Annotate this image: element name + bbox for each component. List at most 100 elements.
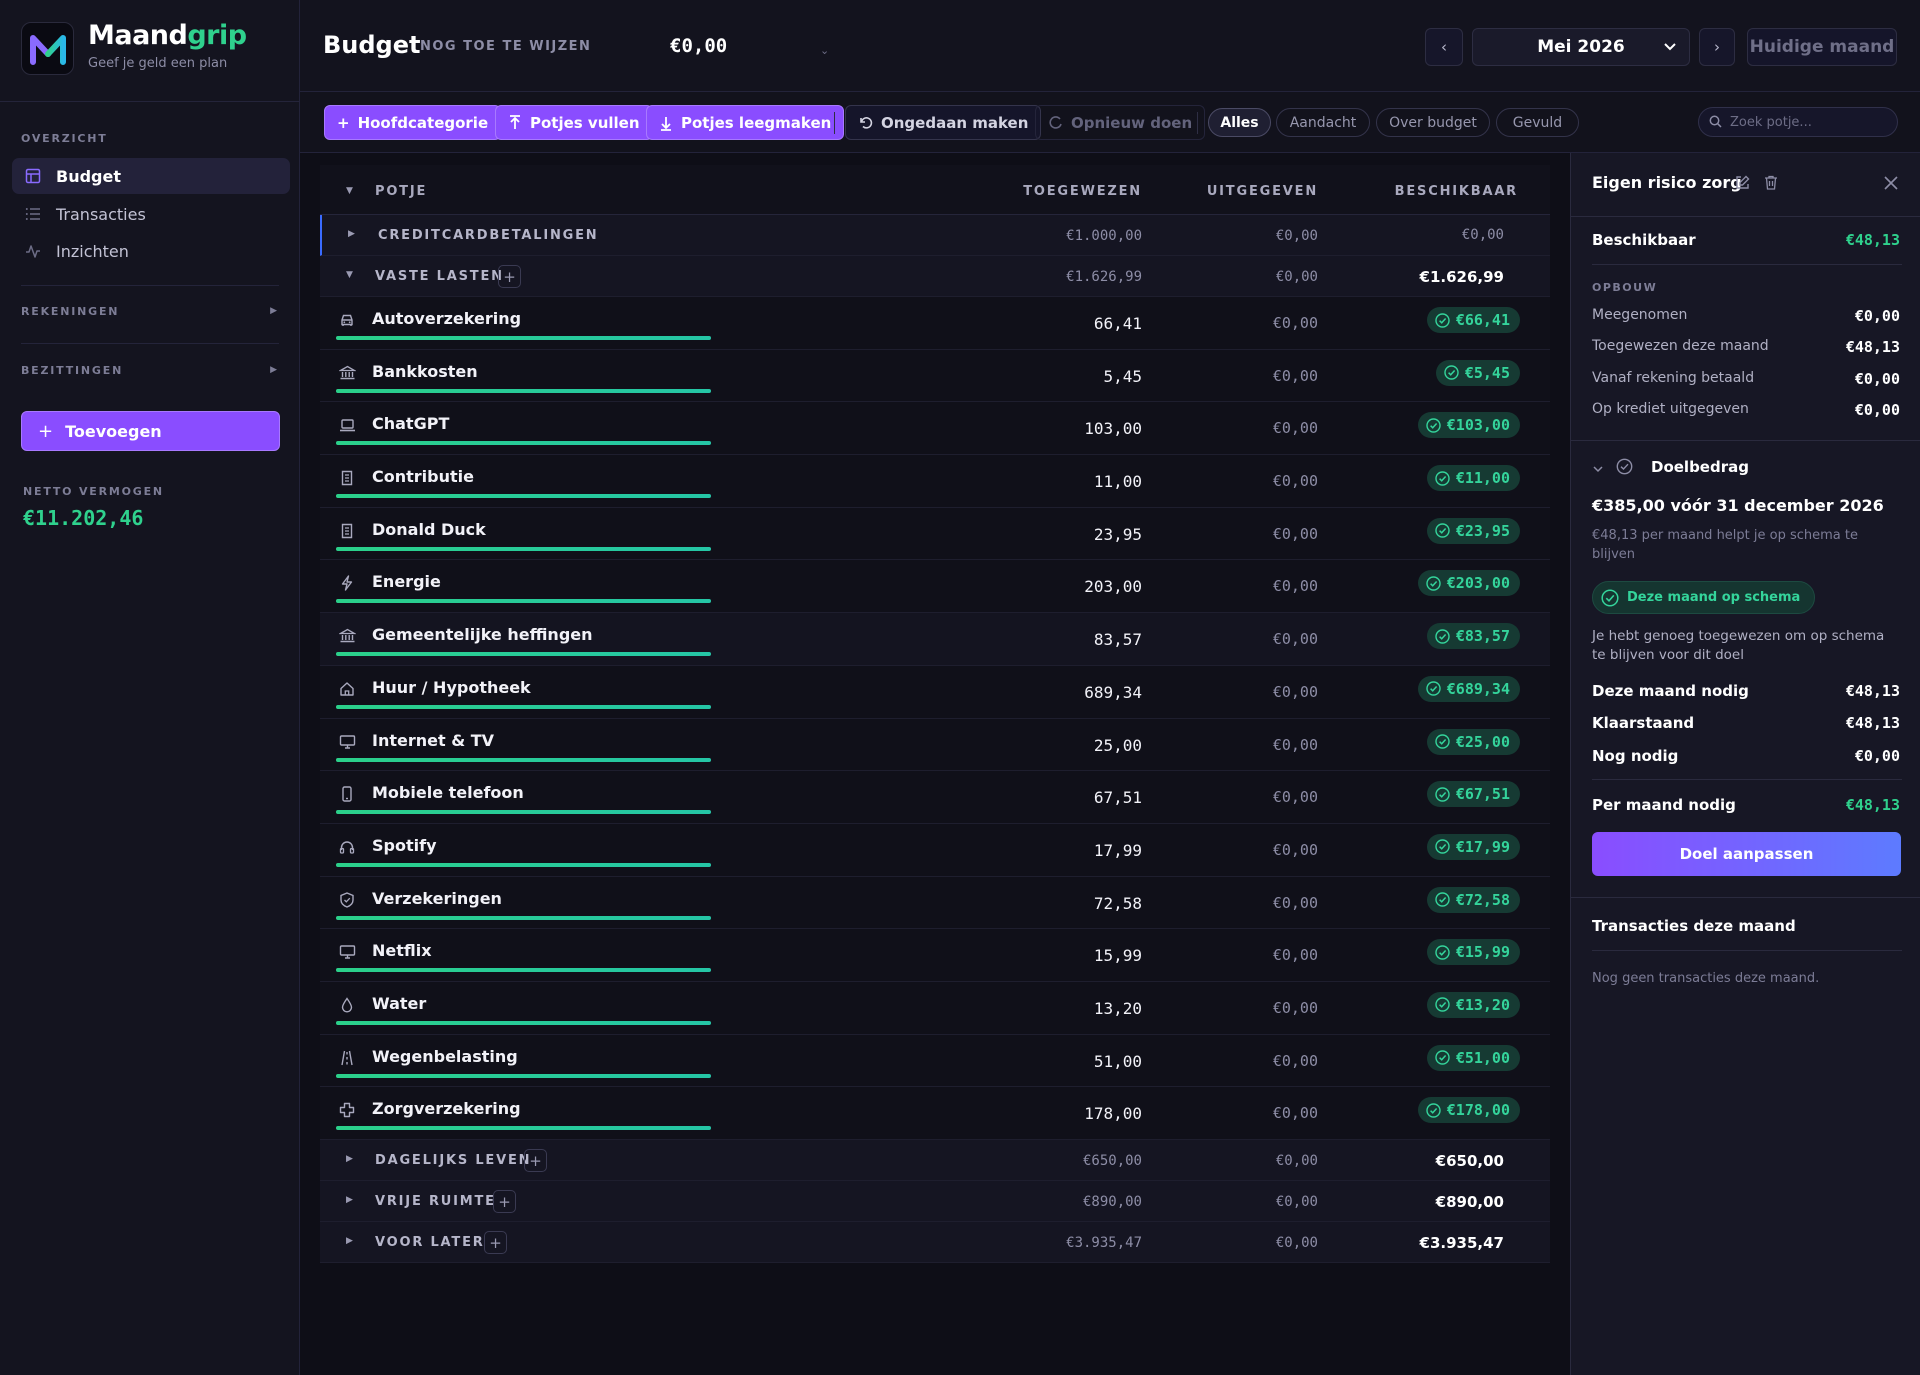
pot-row[interactable]: Huur / Hypotheek 689,34 €0,00 €689,34 — [320, 665, 1550, 719]
expand-icon[interactable]: ▶ — [346, 1195, 353, 1205]
bezittingen-section-label[interactable]: BEZITTINGEN — [21, 364, 124, 377]
pot-available-badge[interactable]: €23,95 — [1426, 517, 1520, 544]
pot-toegewezen[interactable]: 17,99 — [1093, 840, 1142, 860]
trash-icon[interactable] — [1764, 175, 1778, 194]
group-row-voor-later[interactable]: ▶ VOOR LATER + €3.935,47 €0,00 €3.935,47 — [320, 1222, 1550, 1263]
add-pot-button[interactable]: + — [524, 1149, 547, 1172]
pot-row[interactable]: ChatGPT 103,00 €0,00 €103,00 — [320, 402, 1550, 456]
group-row-dagelijks-leven[interactable]: ▶ DAGELIJKS LEVEN + €650,00 €0,00 €650,0… — [320, 1140, 1550, 1181]
pot-name[interactable]: Wegenbelasting — [372, 1046, 518, 1066]
search-box[interactable] — [1698, 107, 1898, 137]
pot-name[interactable]: Autoverzekering — [372, 309, 522, 328]
add-pot-button[interactable]: + — [493, 1190, 516, 1213]
pot-toegewezen[interactable]: 66,41 — [1093, 314, 1142, 333]
undo-button[interactable]: Ongedaan maken — [845, 105, 1042, 140]
pot-name[interactable]: Gemeentelijke heffingen — [372, 625, 593, 645]
nav-item-transacties[interactable]: Transacties — [12, 196, 290, 232]
pot-name[interactable]: ChatGPT — [372, 414, 450, 434]
chevron-down-icon[interactable]: ⌄ — [820, 44, 830, 57]
pot-available-badge[interactable]: €203,00 — [1417, 570, 1520, 597]
pot-available-badge[interactable]: €178,00 — [1417, 1097, 1520, 1124]
pot-toegewezen[interactable]: 178,00 — [1084, 1104, 1142, 1124]
nav-item-inzichten[interactable]: Inzichten — [12, 233, 290, 269]
pot-name[interactable]: Netflix — [372, 941, 432, 961]
group-row-vaste-lasten[interactable]: ▼ VASTE LASTEN + €1.626,99 €0,00 €1.626,… — [320, 256, 1550, 297]
edit-goal-button[interactable]: Doel aanpassen — [1592, 832, 1901, 876]
expand-arrow-icon[interactable]: ▶ — [270, 306, 277, 316]
group-row-vrije-ruimte[interactable]: ▶ VRIJE RUIMTE + €890,00 €0,00 €890,00 — [320, 1181, 1550, 1222]
pot-toegewezen[interactable]: 51,00 — [1093, 1051, 1142, 1071]
pot-available-badge[interactable]: €51,00 — [1426, 1044, 1520, 1071]
filter-over-budget[interactable]: Over budget — [1376, 108, 1490, 137]
pot-row[interactable]: Energie 203,00 €0,00 €203,00 — [320, 560, 1550, 614]
pot-name[interactable]: Spotify — [372, 835, 437, 855]
pot-toegewezen[interactable]: 67,51 — [1093, 788, 1142, 808]
pot-row[interactable]: Donald Duck 23,95 €0,00 €23,95 — [320, 507, 1550, 561]
group-toegewezen[interactable]: €650,00 — [1082, 1153, 1142, 1169]
filter-gevuld[interactable]: Gevuld — [1496, 108, 1579, 137]
pot-name[interactable]: Water — [372, 993, 427, 1013]
edit-icon[interactable] — [1735, 175, 1750, 194]
pot-available-badge[interactable]: €17,99 — [1426, 833, 1520, 860]
pot-available-badge[interactable]: €83,57 — [1426, 623, 1520, 650]
pot-toegewezen[interactable]: 11,00 — [1093, 472, 1142, 492]
col-toegewezen[interactable]: TOEGEWEZEN — [1023, 184, 1142, 199]
pot-row[interactable]: Wegenbelasting 51,00 €0,00 €51,00 — [320, 1034, 1550, 1088]
pot-available-badge[interactable]: €5,45 — [1435, 359, 1520, 386]
pot-row[interactable]: Verzekeringen 72,58 €0,00 €72,58 — [320, 876, 1550, 930]
col-uitgegeven[interactable]: UITGEGEVEN — [1206, 184, 1318, 199]
pot-name[interactable]: Mobiele telefoon — [372, 783, 524, 803]
expand-icon[interactable]: ▶ — [348, 229, 355, 239]
pot-name[interactable]: Verzekeringen — [372, 888, 502, 908]
group-row-creditcard[interactable]: ▶ CREDITCARDBETALINGEN €1.000,00 €0,00 €… — [320, 215, 1550, 256]
search-input[interactable] — [1730, 114, 1890, 130]
close-icon[interactable] — [1884, 175, 1898, 194]
pot-toegewezen[interactable]: 103,00 — [1084, 419, 1142, 439]
pot-row[interactable]: Autoverzekering 66,41 €0,00 €66,41 — [320, 297, 1550, 350]
pot-row[interactable]: Bankkosten 5,45 €0,00 €5,45 — [320, 349, 1550, 403]
pot-name[interactable]: Huur / Hypotheek — [372, 677, 531, 697]
filter-alles[interactable]: Alles — [1208, 108, 1271, 137]
pot-toegewezen[interactable]: 13,20 — [1093, 998, 1142, 1018]
add-pot-button[interactable]: + — [484, 1231, 507, 1254]
group-toegewezen[interactable]: €1.000,00 — [1066, 228, 1142, 244]
add-account-button[interactable]: + Toevoegen — [21, 411, 280, 451]
pot-available-badge[interactable]: €13,20 — [1426, 991, 1520, 1018]
pot-available-badge[interactable]: €66,41 — [1426, 307, 1520, 333]
expand-icon[interactable]: ▶ — [346, 1236, 353, 1246]
pot-toegewezen[interactable]: 23,95 — [1093, 524, 1142, 544]
pot-toegewezen[interactable]: 15,99 — [1093, 946, 1142, 966]
pot-available-badge[interactable]: €72,58 — [1426, 886, 1520, 913]
pot-available-badge[interactable]: €689,34 — [1417, 675, 1520, 702]
pot-name[interactable]: Zorgverzekering — [372, 1099, 521, 1119]
pot-row[interactable]: Internet & TV 25,00 €0,00 €25,00 — [320, 718, 1550, 772]
goal-section-title[interactable]: Doelbedrag — [1651, 458, 1749, 476]
pot-toegewezen[interactable]: 25,00 — [1093, 735, 1142, 755]
pot-toegewezen[interactable]: 689,34 — [1084, 682, 1142, 702]
pot-row[interactable]: Zorgverzekering 178,00 €0,00 €178,00 — [320, 1087, 1550, 1140]
filter-aandacht[interactable]: Aandacht — [1276, 108, 1370, 137]
pot-row[interactable]: Netflix 15,99 €0,00 €15,99 — [320, 929, 1550, 982]
pot-available-badge[interactable]: €15,99 — [1426, 939, 1520, 966]
group-toegewezen[interactable]: €1.626,99 — [1066, 269, 1142, 285]
pot-row[interactable]: Mobiele telefoon 67,51 €0,00 €67,51 — [320, 771, 1550, 824]
current-month-button[interactable]: Huidige maand — [1747, 28, 1897, 66]
pot-name[interactable]: Energie — [372, 572, 441, 592]
pot-row[interactable]: Water 13,20 €0,00 €13,20 — [320, 981, 1550, 1035]
pot-available-badge[interactable]: €25,00 — [1426, 728, 1520, 755]
col-beschikbaar[interactable]: BESCHIKBAAR — [1394, 184, 1518, 199]
collapse-icon[interactable]: ▼ — [346, 270, 353, 280]
pot-name[interactable]: Donald Duck — [372, 519, 486, 539]
col-potje[interactable]: POTJE — [375, 184, 428, 199]
pot-row[interactable]: Spotify 17,99 €0,00 €17,99 — [320, 823, 1550, 877]
pot-toegewezen[interactable]: 203,00 — [1084, 577, 1142, 597]
pot-available-badge[interactable]: €11,00 — [1426, 465, 1520, 492]
pot-toegewezen[interactable]: 83,57 — [1093, 630, 1142, 650]
pot-name[interactable]: Contributie — [372, 467, 474, 487]
group-toegewezen[interactable]: €890,00 — [1082, 1194, 1142, 1210]
next-month-button[interactable]: › — [1699, 28, 1735, 66]
fill-pots-button[interactable]: Potjes vullen — [495, 105, 653, 140]
pot-toegewezen[interactable]: 5,45 — [1103, 366, 1142, 386]
expand-arrow-icon[interactable]: ▶ — [270, 365, 277, 375]
pot-row[interactable]: Gemeentelijke heffingen 83,57 €0,00 €83,… — [320, 613, 1550, 666]
